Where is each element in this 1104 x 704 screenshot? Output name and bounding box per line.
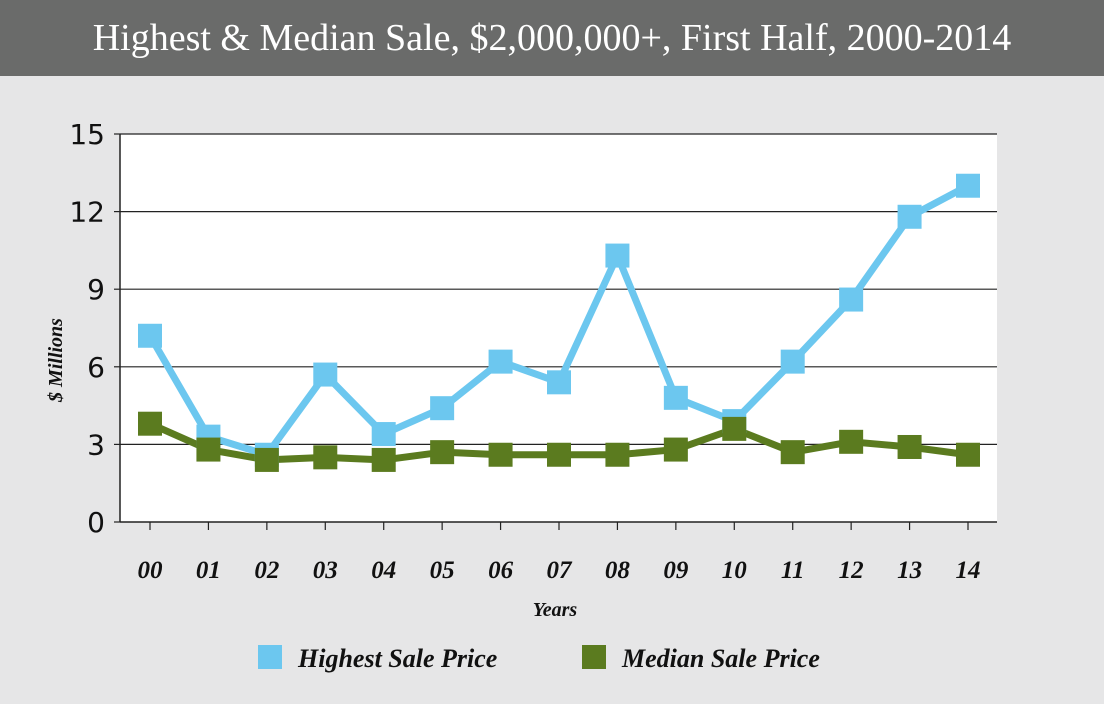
x-tick-label: 02 xyxy=(254,557,279,584)
data-point-1-13 xyxy=(897,434,922,459)
data-point-0-12 xyxy=(839,287,864,312)
data-point-1-7 xyxy=(547,442,571,467)
data-point-1-0 xyxy=(138,411,162,436)
y-axis-title: $ Millions xyxy=(45,318,67,403)
y-tick-label: 0 xyxy=(87,506,105,539)
data-point-1-10 xyxy=(722,416,747,441)
data-point-1-14 xyxy=(956,442,980,467)
data-point-1-9 xyxy=(663,437,688,462)
legend-swatch-0 xyxy=(258,645,282,669)
x-tick-label: 05 xyxy=(430,557,455,584)
data-point-0-9 xyxy=(663,385,688,410)
y-tick-label: 9 xyxy=(87,273,105,306)
y-tick-label: 12 xyxy=(69,196,105,229)
x-axis-title: Years xyxy=(533,599,578,621)
data-point-0-8 xyxy=(605,243,630,268)
data-point-1-3 xyxy=(313,445,338,470)
data-point-1-12 xyxy=(839,429,864,454)
x-tick-label: 14 xyxy=(956,557,981,584)
x-tick-label: 07 xyxy=(547,557,574,584)
y-tick-label: 6 xyxy=(87,351,105,384)
data-point-0-5 xyxy=(430,396,455,421)
x-tick-label: 09 xyxy=(663,557,689,584)
data-point-0-11 xyxy=(780,349,805,374)
x-tick-label: 00 xyxy=(138,557,164,584)
x-tick-label: 01 xyxy=(196,557,221,584)
data-point-0-14 xyxy=(956,173,980,198)
legend-label-1: Median Sale Price xyxy=(621,644,820,673)
data-point-1-11 xyxy=(780,440,805,465)
x-tick-label: 03 xyxy=(313,557,338,584)
x-tick-label: 12 xyxy=(839,557,864,584)
legend-swatch-1 xyxy=(582,645,606,669)
title-bar xyxy=(0,0,1104,76)
data-point-1-1 xyxy=(196,437,221,462)
data-point-0-0 xyxy=(138,323,162,348)
legend-label-0: Highest Sale Price xyxy=(297,644,497,673)
x-tick-label: 06 xyxy=(488,557,514,584)
data-point-1-4 xyxy=(371,447,396,472)
y-tick-label: 15 xyxy=(69,118,105,151)
data-point-0-7 xyxy=(547,370,571,395)
data-point-0-4 xyxy=(371,422,396,447)
data-point-0-13 xyxy=(897,204,922,229)
x-tick-label: 04 xyxy=(371,557,396,584)
data-point-1-8 xyxy=(605,442,630,467)
chart-title: Highest & Median Sale, $2,000,000+, Firs… xyxy=(92,17,1012,59)
data-point-1-5 xyxy=(430,440,455,465)
data-point-0-3 xyxy=(313,362,338,387)
x-tick-label: 10 xyxy=(722,557,748,584)
x-tick-label: 11 xyxy=(781,557,805,584)
x-tick-label: 08 xyxy=(605,557,631,584)
data-point-0-6 xyxy=(488,349,513,374)
data-point-1-2 xyxy=(254,447,279,472)
y-tick-label: 3 xyxy=(87,428,105,461)
data-point-1-6 xyxy=(488,442,513,467)
x-tick-label: 13 xyxy=(897,557,922,584)
